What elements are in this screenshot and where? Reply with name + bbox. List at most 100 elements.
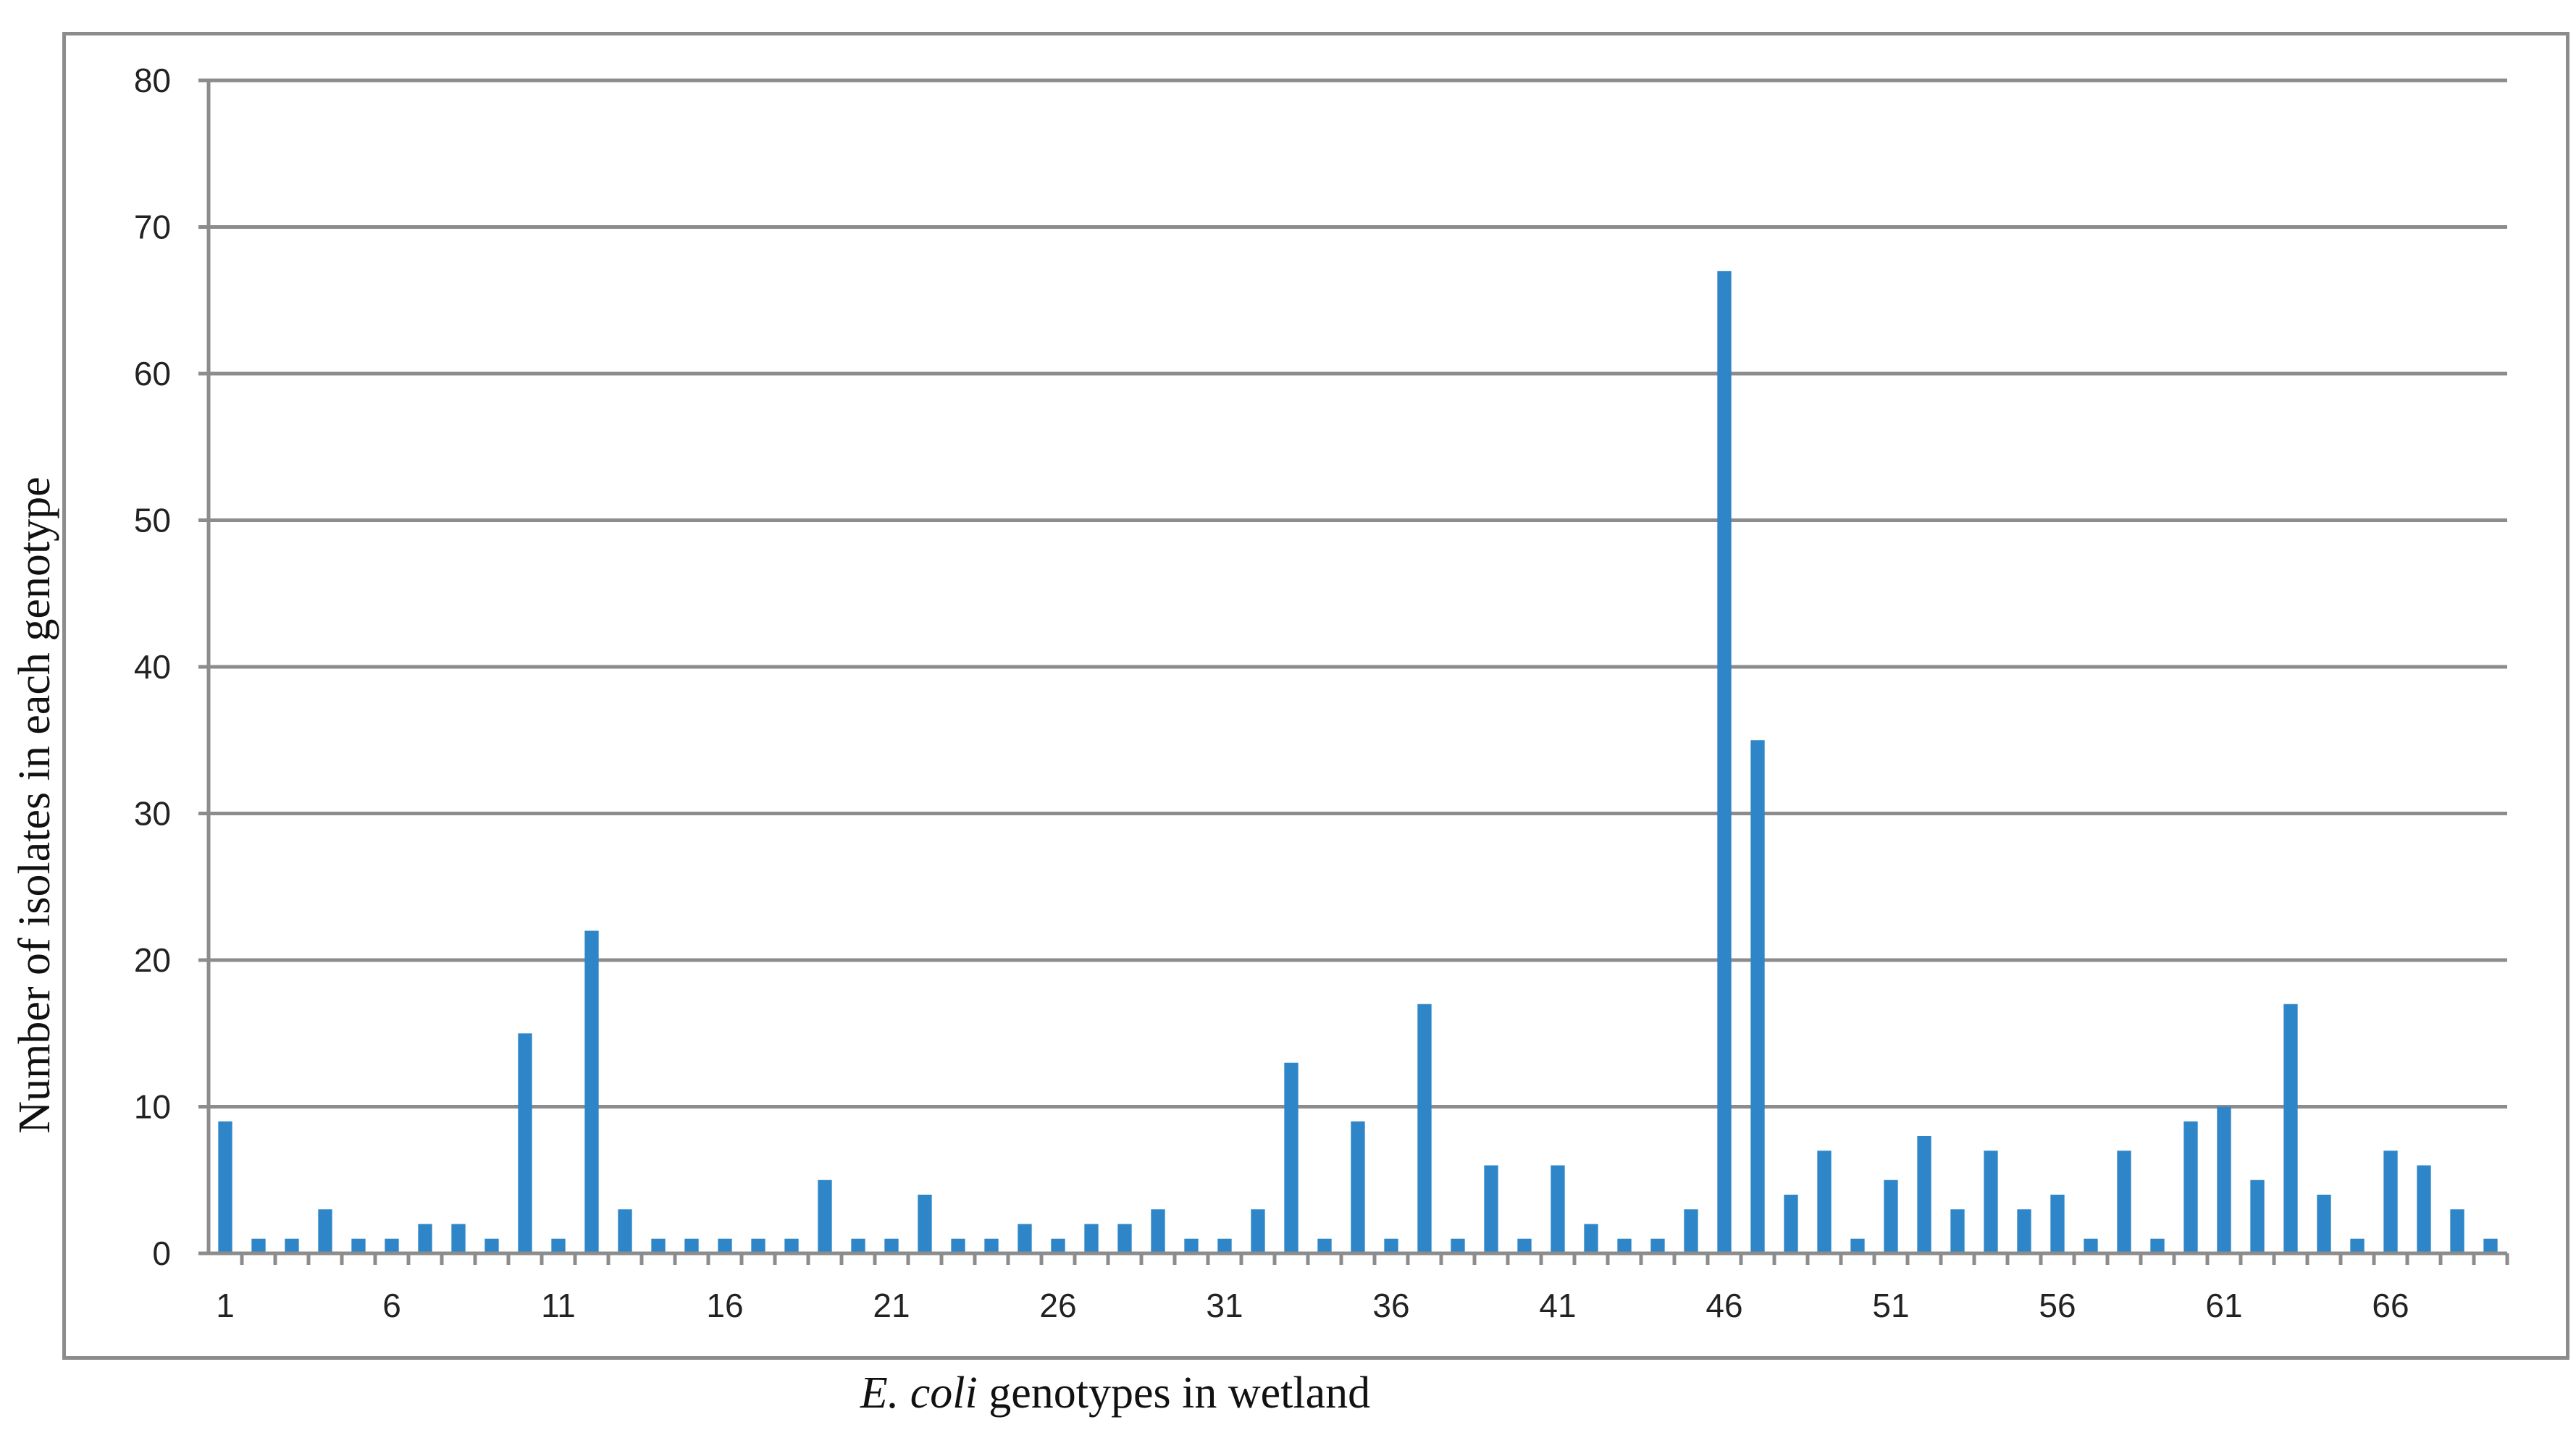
bar-genotype-16 (718, 1238, 732, 1253)
bar-genotype-36 (1384, 1238, 1398, 1253)
bar-genotype-38 (1451, 1238, 1465, 1253)
bar-genotype-52 (1917, 1136, 1931, 1253)
bar-genotype-12 (584, 930, 599, 1253)
bars (218, 271, 2509, 1265)
bar-genotype-40 (1517, 1238, 1532, 1253)
gridlines (198, 78, 2507, 1256)
bar-genotype-57 (2084, 1238, 2098, 1253)
y-tick-label: 10 (134, 1088, 171, 1126)
bar-genotype-55 (2017, 1209, 2031, 1253)
bar-genotype-58 (2117, 1151, 2131, 1253)
bar-genotype-43 (1617, 1238, 1632, 1253)
bar-genotype-18 (784, 1238, 799, 1253)
axes (206, 80, 2507, 1256)
y-tick-label: 40 (134, 648, 171, 686)
x-tick-label: 41 (1539, 1287, 1576, 1324)
x-tick-label: 1 (216, 1287, 235, 1324)
bar-genotype-28 (1117, 1224, 1132, 1253)
bar-genotype-11 (551, 1238, 566, 1253)
bar-genotype-65 (2350, 1238, 2365, 1253)
x-tick-label: 56 (2039, 1287, 2076, 1324)
bar-genotype-7 (418, 1224, 432, 1253)
y-tick-label: 50 (134, 502, 171, 539)
x-tick-label: 66 (2372, 1287, 2409, 1324)
bar-genotype-66 (2383, 1151, 2398, 1253)
bar-genotype-29 (1151, 1209, 1165, 1253)
bar-genotype-24 (984, 1238, 999, 1253)
bar-genotype-48 (1784, 1195, 1798, 1253)
bar-genotype-17 (751, 1238, 765, 1253)
bar-genotype-68 (2450, 1209, 2464, 1253)
bar-genotype-10 (518, 1033, 532, 1253)
x-tick-label: 26 (1039, 1287, 1076, 1324)
bar-genotype-50 (1850, 1238, 1865, 1253)
bar-genotype-56 (2050, 1195, 2065, 1253)
bar-genotype-34 (1317, 1238, 1332, 1253)
x-tick-label: 21 (873, 1287, 910, 1324)
bar-genotype-59 (2150, 1238, 2165, 1253)
y-axis-title: Number of isolates in each genotype (10, 476, 59, 1133)
x-tick-label: 16 (706, 1287, 743, 1324)
chart-frame (62, 32, 2569, 1360)
bar-genotype-3 (285, 1238, 299, 1253)
bar-genotype-51 (1884, 1179, 1898, 1253)
x-tick-labels: 1 6 11 16 21 26 31 36 41 46 51 56 61 66 (216, 1287, 2409, 1324)
bar-genotype-61 (2217, 1106, 2231, 1253)
bar-genotype-35 (1351, 1121, 1365, 1253)
bar-genotype-42 (1584, 1224, 1598, 1253)
x-axis-title-italic: E. coli (860, 1368, 978, 1418)
y-tick-label: 70 (134, 209, 171, 246)
bar-genotype-63 (2283, 1004, 2298, 1253)
x-tick-label: 36 (1372, 1287, 1409, 1324)
bar-genotype-46 (1717, 271, 1732, 1253)
bar-genotype-15 (684, 1238, 699, 1253)
bar-genotype-4 (318, 1209, 332, 1253)
bar-genotype-23 (951, 1238, 965, 1253)
bar-genotype-27 (1084, 1224, 1099, 1253)
x-tick-label: 46 (1706, 1287, 1742, 1324)
bar-genotype-33 (1284, 1062, 1299, 1253)
x-axis-title: E. coli genotypes in wetland (860, 1368, 1370, 1418)
y-tick-label: 60 (134, 355, 171, 392)
bar-genotype-20 (851, 1238, 865, 1253)
y-tick-label: 20 (134, 941, 171, 979)
bar-genotype-14 (651, 1238, 666, 1253)
bar-genotype-44 (1650, 1238, 1665, 1253)
bar-genotype-30 (1184, 1238, 1199, 1253)
bar-genotype-54 (1984, 1151, 1998, 1253)
bar-genotype-60 (2183, 1121, 2198, 1253)
bar-genotype-67 (2417, 1165, 2431, 1253)
x-tick-label: 31 (1206, 1287, 1243, 1324)
bar-genotype-49 (1817, 1151, 1832, 1253)
bar-genotype-8 (451, 1224, 466, 1253)
bar-genotype-2 (251, 1238, 266, 1253)
bar-genotype-37 (1417, 1004, 1432, 1253)
bar-genotype-13 (618, 1209, 632, 1253)
bar-genotype-26 (1051, 1238, 1065, 1253)
bar-genotype-53 (1950, 1209, 1965, 1253)
bar-genotype-1 (218, 1121, 232, 1253)
bar-genotype-47 (1750, 740, 1765, 1253)
x-tick-label: 6 (382, 1287, 401, 1324)
bar-genotype-41 (1551, 1165, 1565, 1253)
x-tick-label: 11 (541, 1287, 576, 1324)
bar-genotype-45 (1684, 1209, 1698, 1253)
bar-genotype-22 (918, 1195, 932, 1253)
x-axis-title-rest: genotypes in wetland (978, 1368, 1370, 1418)
bar-genotype-21 (884, 1238, 899, 1253)
x-tick-label: 51 (1872, 1287, 1909, 1324)
y-tick-label: 0 (152, 1235, 171, 1272)
bar-genotype-62 (2250, 1179, 2265, 1253)
bar-genotype-64 (2317, 1195, 2331, 1253)
y-tick-label: 80 (134, 62, 171, 99)
bar-genotype-39 (1484, 1165, 1498, 1253)
bar-genotype-32 (1251, 1209, 1265, 1253)
x-tick-label: 61 (2205, 1287, 2242, 1324)
y-tick-label: 30 (134, 795, 171, 833)
bar-genotype-19 (818, 1179, 832, 1253)
bar-genotype-69 (2483, 1238, 2498, 1253)
bar-genotype-9 (484, 1238, 499, 1253)
y-tick-labels: 0 10 20 30 40 50 60 70 80 (134, 62, 171, 1272)
bar-genotype-6 (385, 1238, 399, 1253)
